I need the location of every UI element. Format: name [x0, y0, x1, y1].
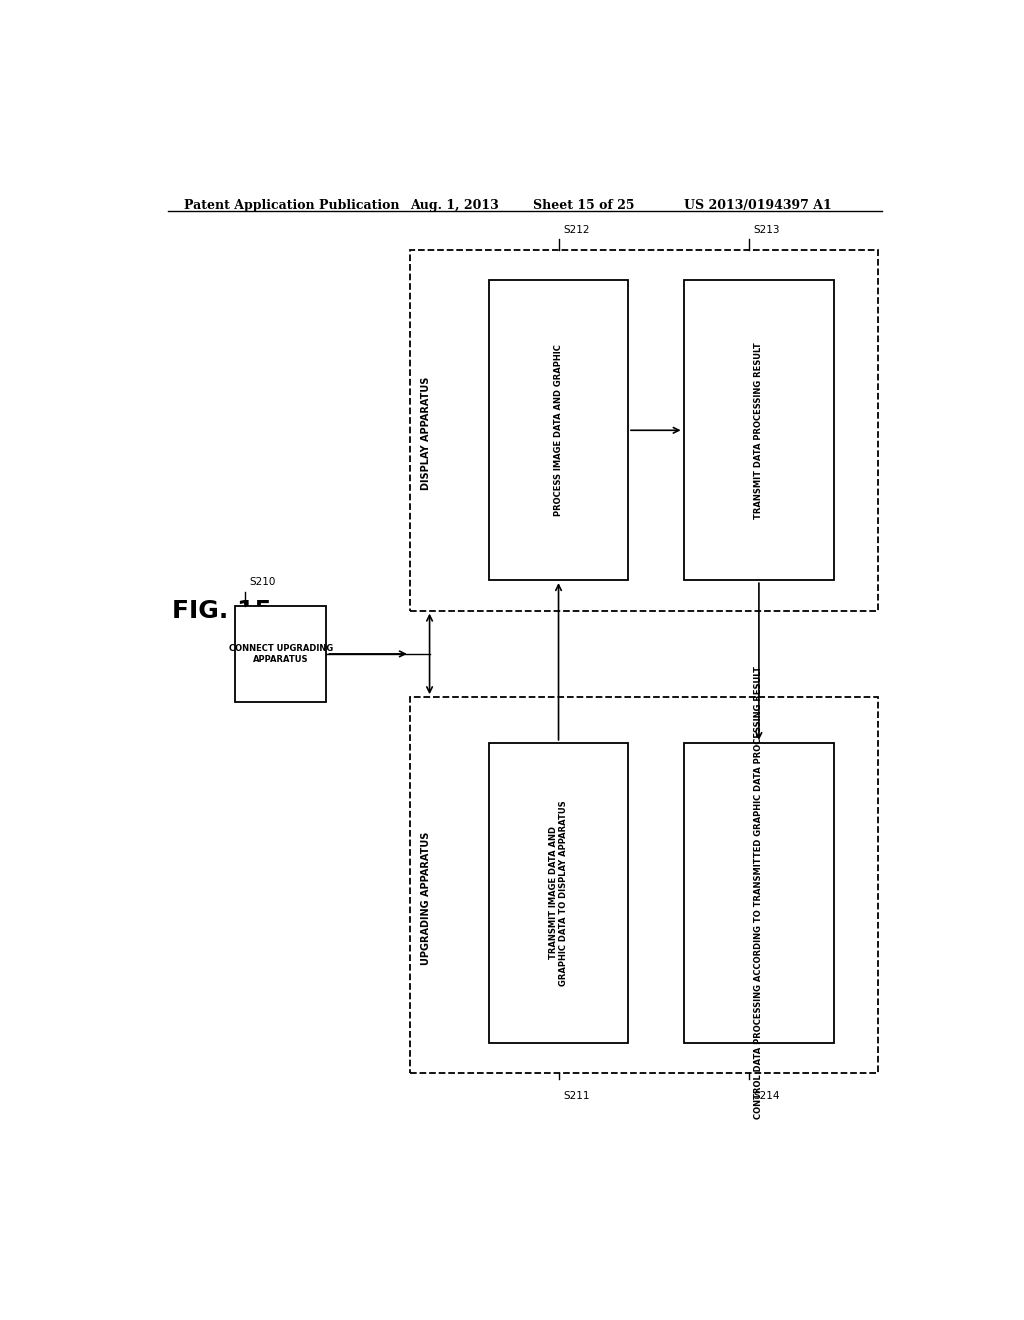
Text: S211: S211 — [563, 1092, 590, 1101]
Bar — [410, 249, 878, 611]
Text: TRANSMIT IMAGE DATA AND
GRAPHIC DATA TO DISPLAY APPARATUS: TRANSMIT IMAGE DATA AND GRAPHIC DATA TO … — [549, 800, 568, 986]
Text: CONNECT UPGRADING
APPARATUS: CONNECT UPGRADING APPARATUS — [228, 644, 333, 664]
Text: FIG. 15: FIG. 15 — [172, 599, 271, 623]
Bar — [684, 743, 835, 1043]
Text: S214: S214 — [754, 1092, 780, 1101]
Bar — [684, 280, 835, 581]
Text: S212: S212 — [563, 224, 590, 235]
Text: S213: S213 — [754, 224, 780, 235]
Bar — [236, 606, 327, 702]
Text: CONTROL DATA PROCESSING ACCORDING TO TRANSMITTED GRAPHIC DATA PROCESSING RESULT: CONTROL DATA PROCESSING ACCORDING TO TRA… — [755, 667, 764, 1119]
Text: S210: S210 — [250, 577, 275, 587]
Text: DISPLAY APPARATUS: DISPLAY APPARATUS — [421, 376, 431, 490]
Bar — [410, 697, 878, 1073]
Text: Aug. 1, 2013: Aug. 1, 2013 — [410, 199, 499, 213]
Bar — [489, 743, 628, 1043]
Text: PROCESS IMAGE DATA AND GRAPHIC: PROCESS IMAGE DATA AND GRAPHIC — [554, 345, 563, 516]
Bar — [489, 280, 628, 581]
Text: US 2013/0194397 A1: US 2013/0194397 A1 — [684, 199, 831, 213]
Text: Patent Application Publication: Patent Application Publication — [183, 199, 399, 213]
Text: UPGRADING APPARATUS: UPGRADING APPARATUS — [421, 832, 431, 965]
Text: TRANSMIT DATA PROCESSING RESULT: TRANSMIT DATA PROCESSING RESULT — [755, 342, 764, 519]
Text: Sheet 15 of 25: Sheet 15 of 25 — [532, 199, 634, 213]
